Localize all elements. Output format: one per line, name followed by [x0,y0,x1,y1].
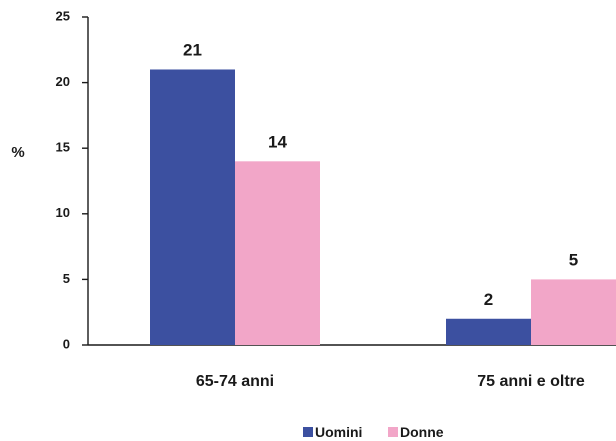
bar-uomini-2 [446,318,531,345]
x-category-label: 75 anni e oltre [477,373,585,390]
y-tick-label: 10 [56,205,70,220]
data-label: 21 [183,40,202,59]
bar-uomini-1 [150,69,235,345]
bars-group [150,69,616,345]
bar-donne-2 [531,279,616,345]
y-tick-label: 25 [56,8,70,23]
legend: Uomini Donne [303,424,444,440]
data-label: 2 [484,290,493,309]
legend-swatch-donne [388,427,398,437]
y-tick-label: 15 [56,140,70,155]
bar-donne-1 [235,161,320,345]
category-labels-group: 65-74 anni 75 anni e oltre [196,373,585,390]
legend-label-donne: Donne [400,424,444,440]
y-axis-ticks: 0 5 10 15 20 25 [56,8,88,351]
y-tick-label: 0 [63,336,70,351]
data-label: 14 [268,132,287,151]
data-labels-group: 21 14 2 5 [183,40,578,308]
y-tick-label: 20 [56,74,70,89]
legend-label-uomini: Uomini [315,424,362,440]
y-tick-label: 5 [63,271,70,286]
x-category-label: 65-74 anni [196,373,274,390]
data-label: 5 [569,250,578,269]
legend-swatch-uomini [303,427,313,437]
y-axis-label: % [11,144,24,161]
